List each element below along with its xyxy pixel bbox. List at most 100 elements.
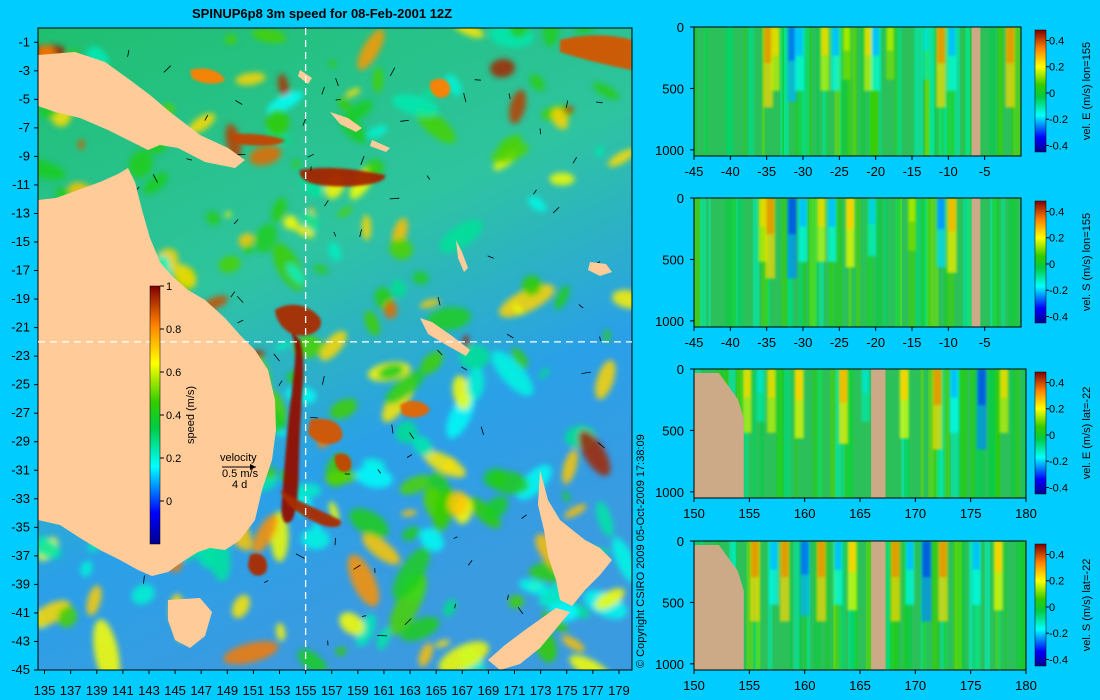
section-x-tick-label: 155: [738, 678, 760, 693]
eddy: [243, 244, 254, 255]
section-tail: [907, 198, 917, 251]
section-tail: [936, 27, 946, 108]
velocity-vector: [236, 295, 244, 303]
new-zealand-south-land: [488, 608, 570, 670]
eddy: [346, 100, 373, 121]
section-texture: [794, 27, 802, 156]
section-texture: [820, 369, 823, 498]
eddy: [592, 82, 620, 100]
eddy: [518, 578, 550, 596]
strong-current: [230, 133, 285, 146]
section-colorbar-label: vel. E (m/s) lon=155: [1081, 42, 1093, 140]
map-x-tick-label: 157: [321, 683, 343, 698]
section-land-strip: [871, 541, 886, 670]
section-tail: [936, 198, 946, 268]
eddy: [275, 341, 291, 351]
section-tail: [947, 198, 957, 273]
velocity-key-arrowhead: [250, 464, 256, 470]
strong-current: [248, 553, 268, 576]
eddy: [376, 627, 391, 650]
velocity-vector: [521, 514, 527, 519]
section-panel-2: -45 -40 -35 -30 -25 -20 -15 -10 -5 0 500 1000 0.4 0.2…: [655, 191, 1093, 350]
eddy: [569, 655, 612, 670]
speed-colorbar-tick-label: 0.6: [166, 367, 181, 379]
section-colorbar-tick-label: -0.4: [1049, 654, 1068, 666]
eddy: [595, 360, 616, 400]
section-texture: [761, 198, 769, 327]
strong-current: [430, 78, 451, 98]
eddy: [372, 67, 383, 93]
section-x-tick-label: 165: [849, 506, 871, 521]
velocity-vector: [333, 231, 337, 237]
section-texture: [954, 541, 962, 670]
section-texture: [833, 541, 836, 670]
section-x-tick-label: 175: [960, 678, 982, 693]
section-x-tick-label: -35: [757, 164, 776, 179]
eddy: [509, 89, 527, 124]
eddy: [392, 547, 430, 600]
velocity-vector: [389, 197, 400, 200]
eddy: [143, 172, 169, 195]
velocity-vector: [460, 366, 468, 371]
section-x-tick-label: 150: [683, 506, 705, 521]
section-texture: [802, 27, 810, 156]
velocity-vector: [480, 426, 484, 436]
section-panel-3: 150 155 160 165 170 175 180 0 500 1000 0.4 0.2 0 -0.2…: [655, 362, 1093, 521]
section-colorbar-label: vel. S (m/s) lon=155: [1081, 213, 1093, 311]
section-texture: [921, 198, 924, 327]
section-texture: [700, 198, 707, 327]
velocity-vector: [454, 603, 456, 609]
tasmania-land: [168, 598, 212, 648]
map-x-tick-label: 151: [243, 683, 265, 698]
map-y-tick-label: -27: [11, 405, 30, 420]
section-panel-4: 150 155 160 165 170 175 180 0 500 1000 0.4 0.2 0 -0.2…: [655, 534, 1093, 693]
current-layer: [190, 35, 632, 576]
section-tail: [938, 541, 948, 622]
speed-colorbar-tick-label: 0.2: [166, 453, 181, 465]
eddy: [347, 554, 380, 607]
eddy: [328, 501, 340, 523]
eddy: [538, 367, 550, 379]
section-texture: [835, 369, 841, 498]
section-tail: [842, 27, 851, 80]
section-texture: [894, 27, 898, 156]
eddy: [549, 172, 575, 186]
section-tail: [976, 369, 987, 450]
section-tail: [871, 27, 881, 91]
eddy: [128, 150, 153, 178]
section-tail: [838, 369, 849, 444]
speed-colorbar-tick-label: 1: [166, 281, 172, 293]
eddy: [80, 560, 93, 577]
strong-current: [190, 68, 225, 84]
section-tail: [905, 541, 915, 605]
eddy: [300, 528, 330, 550]
section-frame: [693, 197, 1022, 328]
eddy: [385, 369, 425, 405]
section-texture: [915, 198, 921, 327]
speed-colorbar-tick-label: 0.8: [166, 324, 181, 336]
section-colorbar-label: vel. S (m/s) lat=-22: [1081, 559, 1093, 652]
section-texture: [728, 27, 734, 156]
section-texture: [784, 27, 789, 156]
eddy: [252, 514, 279, 554]
eddy: [427, 306, 471, 331]
velocity-vector: [359, 229, 362, 238]
fiji-land: [588, 262, 612, 276]
velocity-vector: [437, 296, 441, 306]
section-tail: [750, 541, 760, 622]
section-texture: [846, 369, 853, 498]
velocity-vector: [163, 65, 171, 73]
velocity-vector: [565, 100, 569, 108]
eddy: [612, 537, 632, 584]
section-tail: [831, 27, 841, 91]
eddy: [235, 72, 266, 86]
section-texture: [952, 27, 961, 156]
section-texture: [929, 27, 935, 156]
section-texture: [968, 541, 973, 670]
section-panels: -45 -40 -35 -30 -25 -20 -15 -10 -5 0 500 1000 0.4 0.2…: [655, 20, 1093, 693]
section-texture: [830, 369, 836, 498]
eddy: [173, 264, 197, 288]
velocity-vector: [539, 128, 542, 135]
eddy: [491, 350, 534, 396]
section-colorbar-tick-label: 0: [1049, 259, 1055, 271]
